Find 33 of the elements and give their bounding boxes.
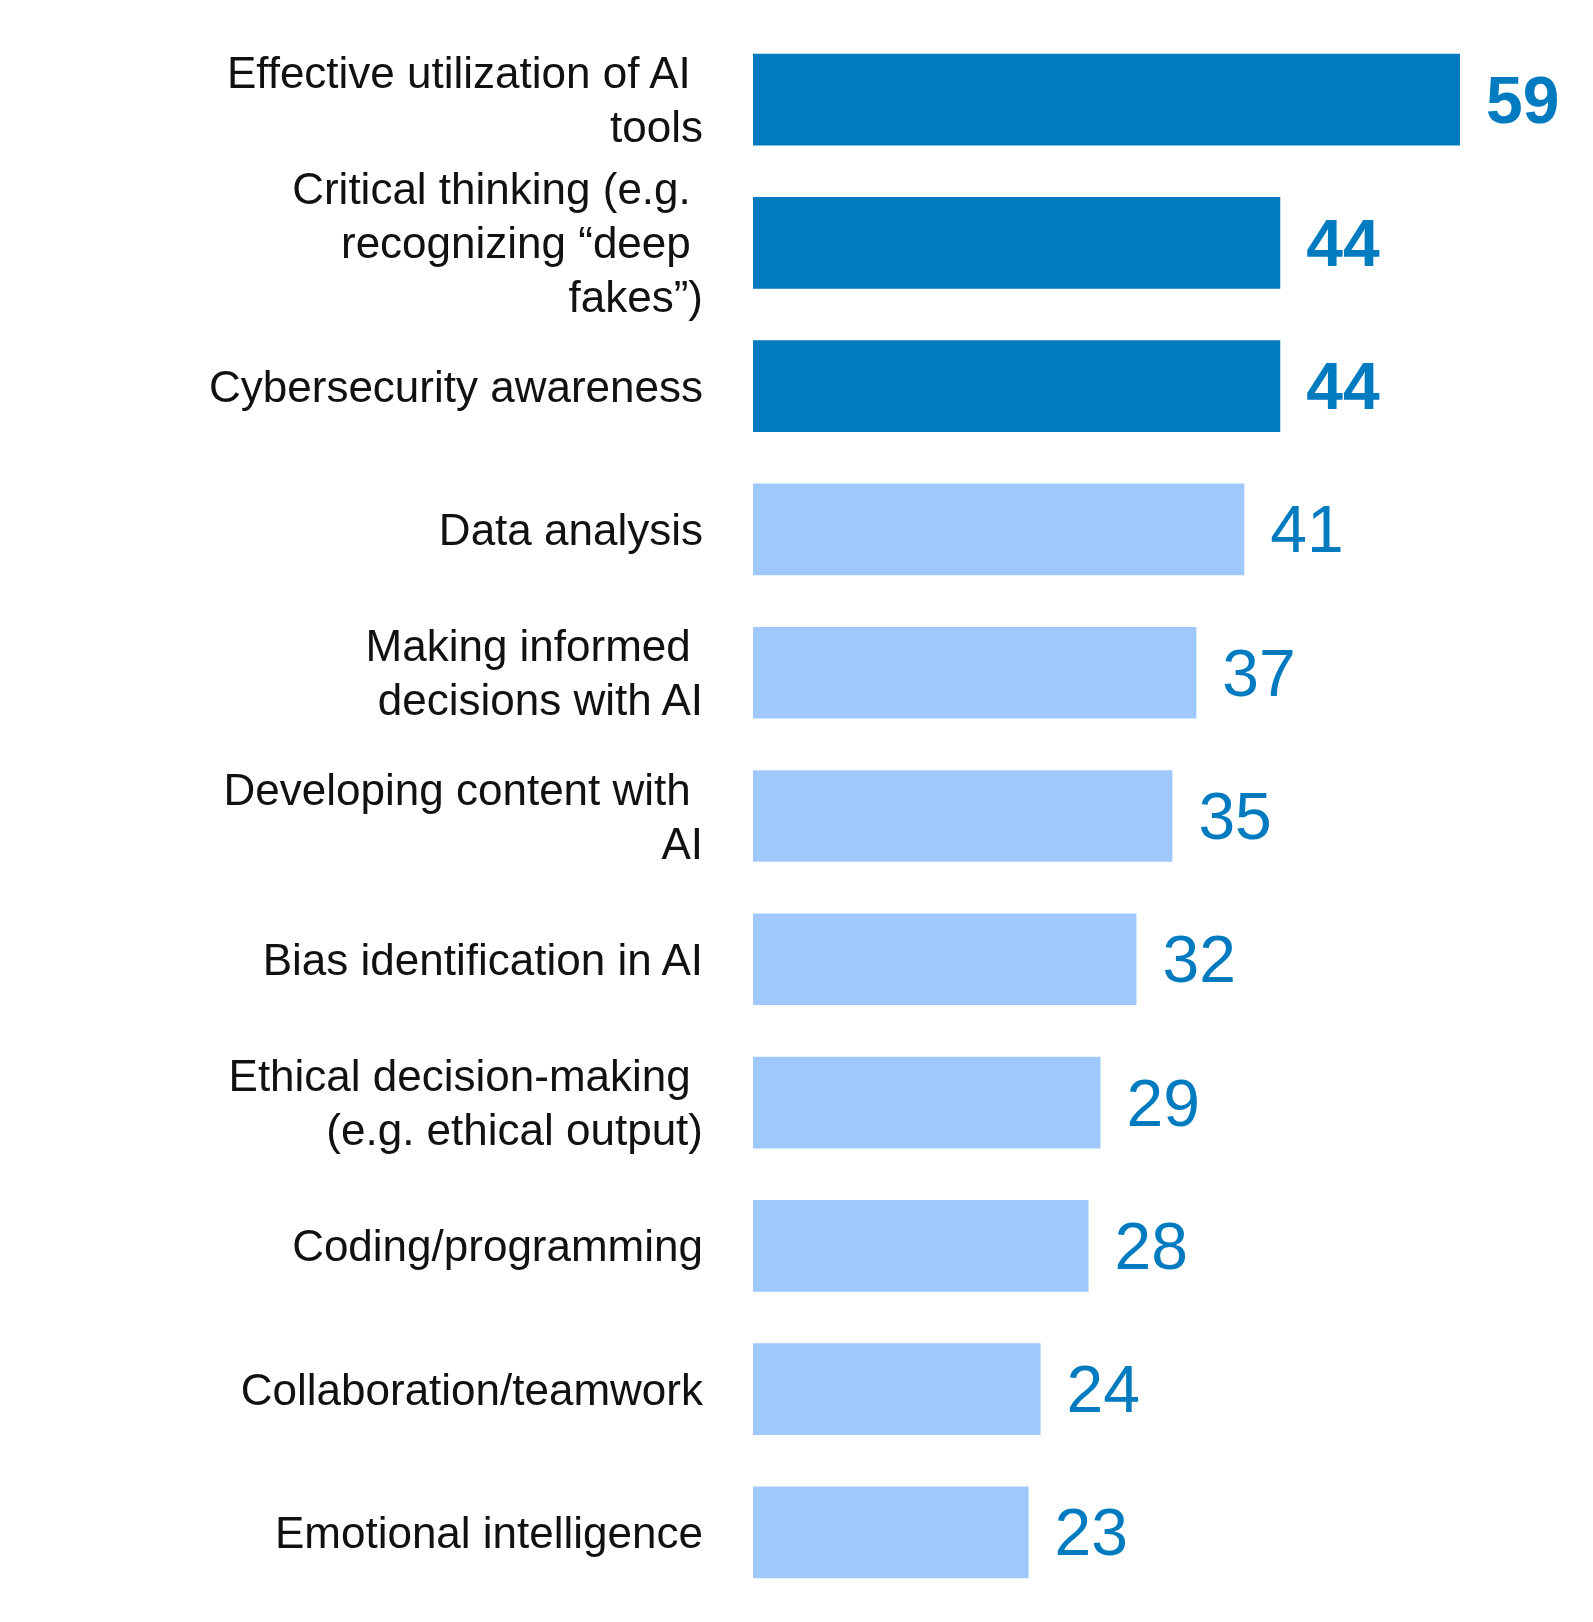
y-tick-label: Cybersecurity awareness	[209, 361, 703, 411]
y-tick-label: Making informed decisions with AI	[365, 621, 703, 725]
data-label: 24	[1066, 1352, 1141, 1427]
data-label: 44	[1306, 349, 1380, 424]
y-tick-label: Developing content with AI	[223, 764, 703, 868]
bar	[753, 626, 1197, 719]
data-label: 59	[1486, 62, 1560, 137]
data-label: 29	[1126, 1065, 1200, 1140]
data-label: 23	[1054, 1495, 1129, 1570]
bar	[753, 1199, 1089, 1292]
bar	[753, 197, 1281, 289]
data-label: 37	[1222, 635, 1296, 710]
bar	[753, 913, 1137, 1006]
data-label: 35	[1198, 779, 1272, 853]
bar	[753, 53, 1460, 146]
y-tick-label: Collaboration/teamwork	[240, 1364, 704, 1414]
bar	[753, 770, 1173, 862]
bar	[753, 1343, 1041, 1435]
y-tick-label: Effective utilization of AI tools	[226, 48, 703, 152]
data-label: 41	[1270, 492, 1344, 567]
y-tick-label: Ethical decision-making (e.g. ethical output)	[228, 1051, 703, 1155]
bar	[753, 483, 1245, 576]
data-label: 44	[1306, 205, 1380, 280]
bar	[753, 340, 1281, 433]
y-tick-label: Critical thinking (e.g. recognizing “deep fakes”)	[292, 164, 703, 322]
bar	[753, 1056, 1101, 1149]
bar	[753, 1486, 1029, 1579]
y-tick-label: Data analysis	[438, 504, 703, 554]
data-label: 32	[1162, 922, 1236, 997]
y-tick-label: Coding/programming	[292, 1221, 703, 1271]
data-label: 28	[1114, 1208, 1188, 1283]
y-tick-label: Bias identification in AI	[262, 934, 703, 984]
y-tick-label: Emotional intelligence	[274, 1507, 703, 1557]
